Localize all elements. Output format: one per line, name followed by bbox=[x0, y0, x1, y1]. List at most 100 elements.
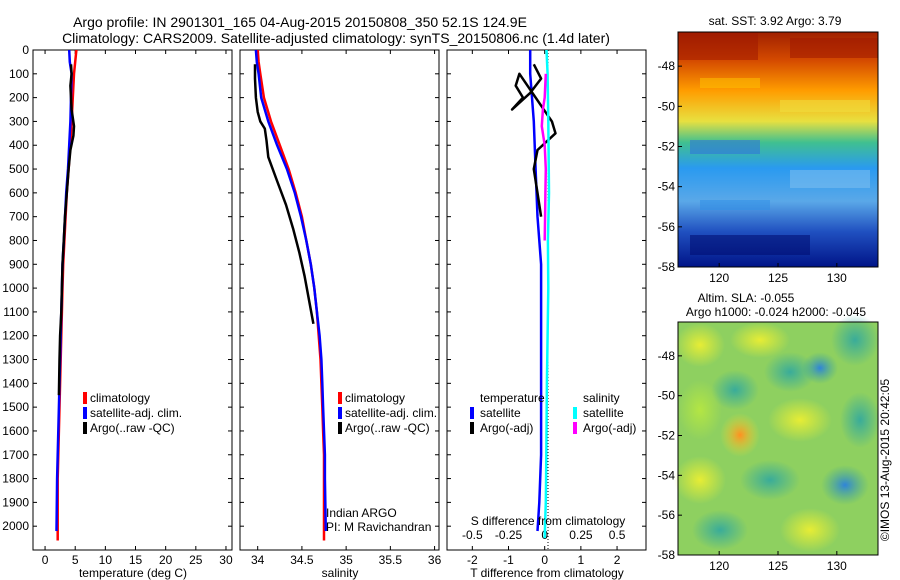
map-y-tick-label: -54 bbox=[658, 180, 676, 194]
map-x-tick-label: 120 bbox=[709, 271, 729, 285]
x-tick-label: 5 bbox=[72, 553, 79, 567]
legend-title-temperature: temperature bbox=[480, 391, 545, 405]
legend-title-salinity: salinity bbox=[583, 391, 620, 405]
x-tick-label: 20 bbox=[159, 553, 173, 567]
sla-map-tick-labels: 120 125 130 -48 -50 -52 -54 -56 -58 bbox=[658, 349, 847, 573]
x-tick-label: 30 bbox=[219, 553, 233, 567]
salinity-series bbox=[253, 50, 328, 541]
temperature-legend: climatology satellite-adj. clim. Argo(..… bbox=[83, 391, 182, 435]
x-tick-label: 15 bbox=[129, 553, 143, 567]
map-x-tick-label: 130 bbox=[827, 559, 847, 573]
legend-swatch-satellite-adj bbox=[338, 407, 342, 419]
legend-label-argo: Argo(..raw -QC) bbox=[90, 421, 175, 435]
depth-tick-label: 1400 bbox=[2, 376, 29, 390]
salinity-legend: climatology satellite-adj. clim. Argo(..… bbox=[338, 391, 437, 435]
title-line-2: Climatology: CARS2009. Satellite-adjuste… bbox=[62, 30, 610, 46]
depth-tick-label: 400 bbox=[9, 138, 29, 152]
legend-swatch-argo bbox=[338, 422, 342, 434]
map-y-tick-label: -56 bbox=[658, 220, 676, 234]
depth-tick-label: 1800 bbox=[2, 472, 29, 486]
salinity-depth-ticks bbox=[240, 49, 439, 527]
x-tick-label: 34 bbox=[251, 553, 265, 567]
series-line-s-argo-adj- bbox=[540, 73, 548, 241]
difference-depth-ticks bbox=[447, 49, 646, 527]
x-tick-label: 0 bbox=[541, 553, 548, 567]
legend-swatch-t-satellite bbox=[470, 407, 474, 419]
legend-swatch-s-satellite bbox=[573, 407, 577, 419]
depth-tick-label: 700 bbox=[9, 210, 29, 224]
map-y-tick-label: -48 bbox=[658, 59, 676, 73]
legend-label-s-satellite: satellite bbox=[583, 406, 624, 420]
x-tick-label: 35.5 bbox=[379, 553, 403, 567]
depth-tick-label: 1900 bbox=[2, 495, 29, 509]
legend-label-t-satellite: satellite bbox=[480, 406, 521, 420]
map-y-tick-label: -58 bbox=[658, 260, 676, 274]
legend-swatch-climatology bbox=[83, 392, 87, 404]
depth-tick-label: 1000 bbox=[2, 281, 29, 295]
salinity-panel: 34 34.5 35 35.5 36 salinity climatology sate… bbox=[239, 49, 442, 580]
depth-tick-label: 1300 bbox=[2, 353, 29, 367]
difference-panel: -2 -1 0 1 2 -0.5 -0.25 0 0.25 0.5 T difference f… bbox=[446, 49, 647, 580]
series-line-argo-raw-qc- bbox=[253, 64, 315, 325]
map-y-tick-label: -48 bbox=[658, 349, 676, 363]
legend-label-climatology: climatology bbox=[345, 391, 405, 405]
legend-swatch-t-argo bbox=[470, 422, 474, 434]
difference-legend: temperature satellite Argo(-adj) salinit… bbox=[470, 391, 636, 435]
depth-tick-label: 1600 bbox=[2, 424, 29, 438]
map-y-tick-label: -58 bbox=[658, 548, 676, 562]
t-difference-tick-labels: -2 -1 0 1 2 bbox=[467, 50, 621, 567]
depth-tick-label: 900 bbox=[9, 257, 29, 271]
x-tick-label: -1 bbox=[503, 553, 514, 567]
sla-map-subtitle: Argo h1000: -0.024 h2000: -0.045 bbox=[686, 305, 866, 319]
legend-swatch-s-argo bbox=[573, 422, 577, 434]
x-tick-label: 0 bbox=[42, 553, 49, 567]
series-line-t-satellite bbox=[528, 50, 543, 532]
annotation-pi: PI: M Ravichandran bbox=[326, 520, 431, 534]
difference-series bbox=[510, 50, 557, 539]
salinity-tick-labels: 34 34.5 35 35.5 36 bbox=[251, 50, 442, 567]
series-line-satellite-adj-clim- bbox=[254, 50, 328, 532]
map-y-tick-label: -54 bbox=[658, 468, 676, 482]
depth-tick-label: 2000 bbox=[2, 519, 29, 533]
legend-label-s-argo: Argo(-adj) bbox=[583, 421, 636, 435]
legend-swatch-climatology bbox=[338, 392, 342, 404]
legend-label-satellite-adj: satellite-adj. clim. bbox=[345, 406, 437, 420]
depth-tick-label: 500 bbox=[9, 162, 29, 176]
s-difference-tick-labels: -0.5 -0.25 0 0.25 0.5 bbox=[462, 528, 626, 542]
legend-label-t-argo: Argo(-adj) bbox=[480, 421, 533, 435]
x-tick-label: 2 bbox=[614, 553, 621, 567]
map-x-tick-label: 130 bbox=[827, 271, 847, 285]
x-tick-label: 34.5 bbox=[290, 553, 314, 567]
x-tick-label: 1 bbox=[578, 553, 585, 567]
temperature-tick-labels: 0 5 10 15 20 25 30 bbox=[42, 50, 233, 567]
s-diff-tick-label: 0.5 bbox=[609, 528, 626, 542]
depth-tick-label: 800 bbox=[9, 233, 29, 247]
x-tick-label: 35 bbox=[339, 553, 353, 567]
depth-tick-label: 300 bbox=[9, 114, 29, 128]
legend-swatch-argo bbox=[83, 422, 87, 434]
map-x-tick-label: 125 bbox=[768, 559, 788, 573]
depth-tick-label: 1700 bbox=[2, 448, 29, 462]
temperature-series bbox=[55, 50, 78, 541]
depth-tick-label: 100 bbox=[9, 67, 29, 81]
series-line-t-argo-adj- bbox=[510, 63, 557, 217]
series-line-s-satellite bbox=[543, 50, 551, 539]
depth-tick-label: 600 bbox=[9, 186, 29, 200]
depth-tick-label: 1100 bbox=[3, 305, 29, 319]
sst-map-title: sat. SST: 3.92 Argo: 3.79 bbox=[709, 14, 842, 28]
annotation-indian-argo: Indian ARGO bbox=[326, 506, 397, 520]
x-tick-label: 25 bbox=[189, 553, 203, 567]
depth-tick-label: 200 bbox=[9, 91, 29, 105]
s-diff-tick-label: -0.5 bbox=[462, 528, 483, 542]
map-y-tick-label: -52 bbox=[658, 139, 676, 153]
legend-swatch-satellite-adj bbox=[83, 407, 87, 419]
s-diff-tick-label: -0.25 bbox=[495, 528, 523, 542]
map-y-tick-label: -52 bbox=[658, 429, 676, 443]
legend-label-argo: Argo(..raw -QC) bbox=[345, 421, 430, 435]
sla-map-texture bbox=[674, 314, 880, 552]
salinity-xlabel: salinity bbox=[322, 566, 359, 580]
s-difference-xlabel: S difference from climatology bbox=[471, 514, 626, 528]
map-x-tick-label: 120 bbox=[709, 559, 729, 573]
series-line-argo-raw-qc- bbox=[57, 64, 76, 396]
